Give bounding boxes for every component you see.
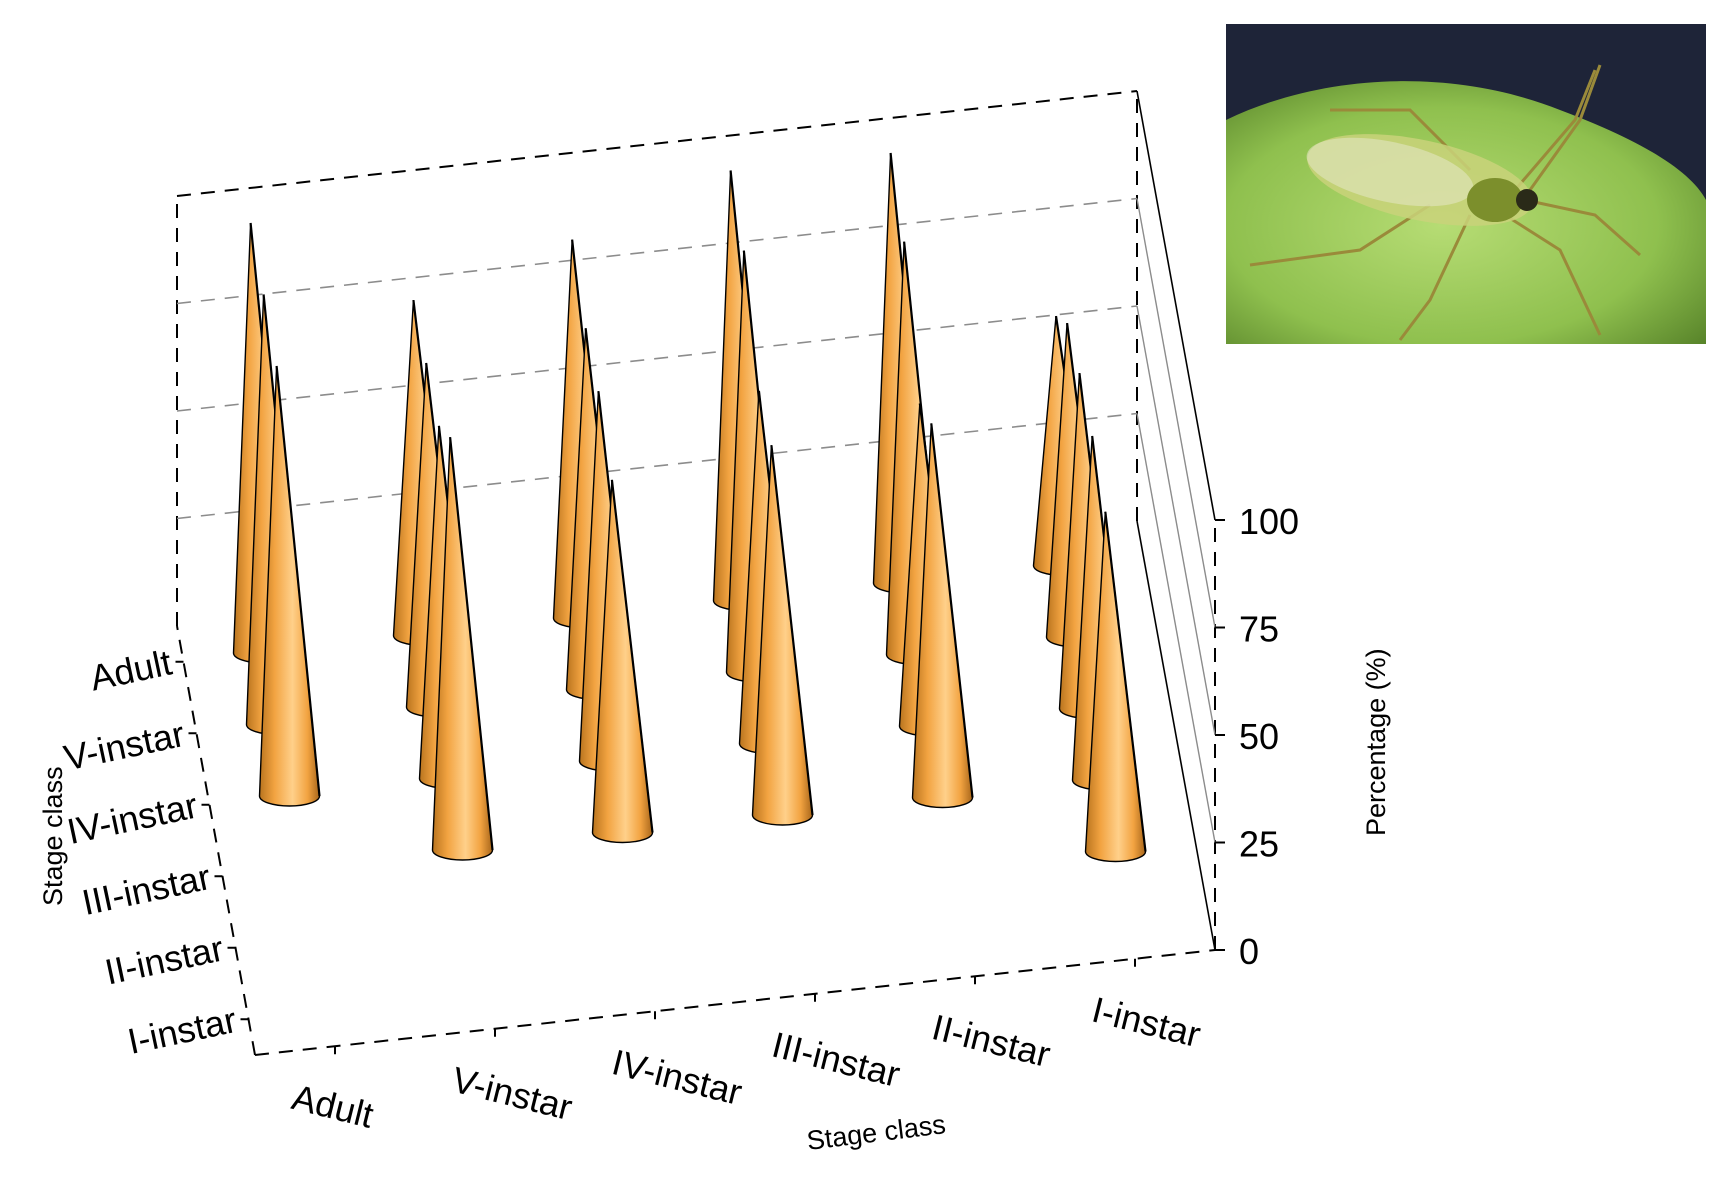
y-tick-label: I-instar xyxy=(124,999,240,1062)
x-axis-title: Stage class xyxy=(805,1109,947,1156)
y-tick-label: Adult xyxy=(86,641,175,698)
cone-mark xyxy=(591,479,654,844)
z-axis-title: Percentage (%) xyxy=(1361,648,1391,836)
x-tick-label: II-instar xyxy=(928,1006,1054,1075)
y-tick-label: III-instar xyxy=(78,856,214,923)
y-axis-line xyxy=(176,625,256,1056)
cone-mark xyxy=(258,365,321,807)
gridline-side xyxy=(1136,413,1216,843)
cone-edge xyxy=(610,479,654,833)
y-tick-label: V-instar xyxy=(60,713,188,778)
z-tick-label: 25 xyxy=(1239,824,1279,865)
x-axis-line xyxy=(254,949,1216,1056)
cone-edge xyxy=(770,445,814,816)
x-tick-label: III-instar xyxy=(768,1024,904,1095)
z-tick-label: 50 xyxy=(1239,716,1279,757)
y-tick-label: II-instar xyxy=(101,927,227,992)
back-top-edge xyxy=(176,90,1138,197)
cone-series xyxy=(232,152,1147,863)
x-tick-label: Adult xyxy=(288,1076,378,1136)
x-tick-label: IV-instar xyxy=(608,1041,746,1113)
x-tick-label: V-instar xyxy=(448,1059,576,1128)
right-bottom-edge xyxy=(1136,520,1216,951)
axes-frame xyxy=(176,90,1216,1056)
y-axis-title: Stage class xyxy=(38,766,68,906)
z-tick-label: 0 xyxy=(1239,931,1259,972)
gridline-side xyxy=(1136,198,1216,628)
cone-edge xyxy=(449,437,494,851)
y-axis-ticks: I-instar II-instarIII-instarIV-instarV-in… xyxy=(60,641,249,1062)
cone-edge xyxy=(275,365,321,797)
z-axis-ticks: 0 25 50 75 100 xyxy=(1215,501,1299,972)
cone-edge xyxy=(930,423,974,798)
y-tick-label: IV-instar xyxy=(63,784,201,852)
cone-mark xyxy=(1084,511,1147,863)
cone-mark xyxy=(751,445,814,826)
cone-mark xyxy=(911,423,974,809)
z-tick-label: 75 xyxy=(1239,609,1279,650)
cone-mark xyxy=(431,437,494,861)
z-tick-label: 100 xyxy=(1239,501,1299,542)
gridline-back xyxy=(176,412,1138,520)
percentage-gridlines xyxy=(176,197,1216,843)
right-top-edge xyxy=(1136,90,1216,521)
x-tick-label: I-instar xyxy=(1088,989,1205,1055)
gridline-side xyxy=(1136,305,1216,736)
gridline-back xyxy=(176,305,1138,412)
insect-photo xyxy=(1226,24,1706,344)
cone-edge xyxy=(1104,511,1147,852)
insect-icon xyxy=(1249,64,1641,341)
gridline-back xyxy=(176,197,1138,305)
x-axis-ticks: Adult V-instar IV-instar III-instar II-insta… xyxy=(288,958,1205,1136)
